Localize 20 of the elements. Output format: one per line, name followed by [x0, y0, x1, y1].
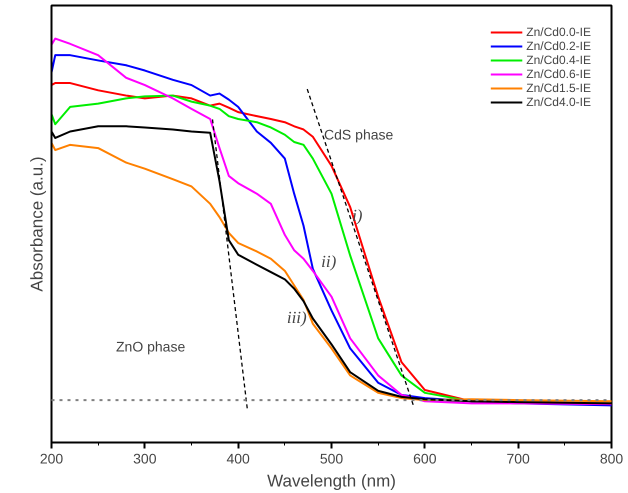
legend-label: Zn/Cd4.0-IE [526, 95, 591, 109]
legend-label: Zn/Cd0.4-IE [526, 53, 591, 67]
y-axis-title: Absorbance (a.u.) [28, 156, 46, 292]
annotation: ii) [321, 252, 337, 272]
x-tick-label: 800 [600, 450, 624, 466]
x-tick-label: 700 [506, 450, 530, 466]
legend-label: Zn/Cd1.5-IE [526, 81, 591, 95]
annotation: ZnO phase [116, 338, 186, 354]
x-tick-label: 300 [133, 450, 157, 466]
x-tick-label: 500 [320, 450, 344, 466]
legend-label: Zn/Cd0.6-IE [526, 67, 591, 81]
legend-label: Zn/Cd0.2-IE [526, 39, 591, 53]
annotation: i) [352, 206, 363, 225]
annotation: CdS phase [324, 126, 394, 142]
x-tick-label: 200 [40, 450, 64, 466]
x-tick-label: 400 [226, 450, 250, 466]
x-tick-label: 600 [413, 450, 437, 466]
annotation: iii) [286, 308, 308, 328]
x-axis-title: Wavelength (nm) [267, 472, 396, 490]
legend-label: Zn/Cd0.0-IE [526, 25, 591, 39]
